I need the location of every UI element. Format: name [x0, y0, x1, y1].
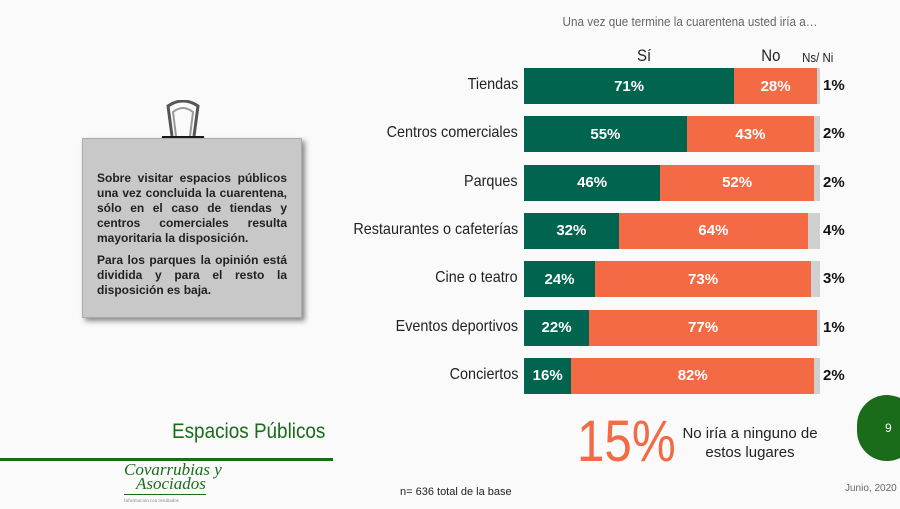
bar-si: 32% [524, 212, 619, 249]
bar-si: 71% [524, 68, 735, 104]
legend-nsni: Ns/ Ni [802, 50, 834, 65]
bar-si: 16% [524, 357, 572, 394]
category-label: Eventos deportivos [395, 317, 518, 335]
category-label: Tiendas [467, 76, 518, 93]
data-label: 24% [544, 270, 575, 288]
bar-no: 77% [589, 309, 818, 346]
bar-no: 52% [660, 164, 815, 201]
data-label: 2% [823, 366, 845, 384]
bar-no: 43% [686, 116, 815, 153]
data-label: 1% [823, 77, 845, 94]
note-box: Sobre visitar espacios públicos una vez … [82, 138, 302, 318]
category-label: Cine o teatro [435, 269, 518, 287]
data-label: 64% [698, 222, 729, 240]
data-label: 3% [823, 270, 845, 288]
logo-line1: Covarrubias y [124, 460, 222, 479]
bar-no: 64% [618, 212, 809, 249]
note-paragraph-2: Para los parques la opinión está dividid… [97, 253, 287, 297]
category-label: Parques [464, 172, 518, 190]
bar-nsni [817, 68, 820, 104]
legend-no: No [761, 46, 781, 65]
divider [0, 458, 333, 461]
data-label: 4% [823, 221, 845, 239]
logo-tagline: Información con resultados [124, 494, 206, 509]
bar-nsni [814, 357, 820, 394]
bar-no: 82% [571, 357, 815, 394]
highlight-value: 15% [577, 409, 676, 474]
chart-question: Una vez que termine la cuarentena usted … [562, 14, 818, 29]
data-label: 55% [590, 125, 621, 143]
base-note: n= 636 total de la base [400, 486, 512, 498]
bar-nsni [811, 261, 820, 298]
bar-nsni [814, 116, 820, 153]
data-label: 1% [823, 318, 845, 336]
data-label: 82% [677, 367, 708, 385]
category-label: Conciertos [449, 365, 518, 383]
data-label: 46% [577, 174, 608, 192]
bar-nsni [817, 309, 820, 346]
bar-nsni [808, 212, 820, 249]
bar-si: 24% [524, 261, 596, 298]
data-label: 32% [556, 222, 587, 240]
data-label: 77% [688, 319, 719, 336]
bar-si: 55% [524, 116, 687, 153]
data-label: 71% [614, 77, 645, 95]
bar-si: 46% [524, 164, 661, 201]
company-logo: Covarrubias y Asociados Información con … [124, 460, 222, 509]
data-label: 52% [722, 174, 753, 192]
section-title: Espacios Públicos [172, 420, 326, 443]
data-label: 2% [823, 173, 845, 191]
bar-nsni [814, 164, 820, 201]
data-label: 28% [760, 77, 791, 95]
page-number: 9 [857, 395, 900, 461]
bar-si: 22% [524, 309, 590, 346]
date: Junio, 2020 [845, 483, 897, 494]
category-label: Restaurantes o cafeterías [353, 220, 518, 238]
data-label: 43% [735, 125, 766, 143]
legend-si: Sí [636, 46, 652, 65]
data-label: 22% [541, 319, 572, 336]
highlight-text: No iría a ninguno de estos lugares [682, 425, 818, 461]
data-label: 16% [532, 367, 563, 385]
category-label: Centros comerciales [386, 124, 518, 142]
bar-no: 28% [734, 68, 818, 104]
data-label: 2% [823, 125, 845, 143]
note-paragraph-1: Sobre visitar espacios públicos una vez … [97, 171, 287, 245]
bar-no: 73% [595, 261, 812, 298]
data-label: 73% [688, 270, 719, 288]
logo-line2: Asociados [136, 474, 206, 493]
